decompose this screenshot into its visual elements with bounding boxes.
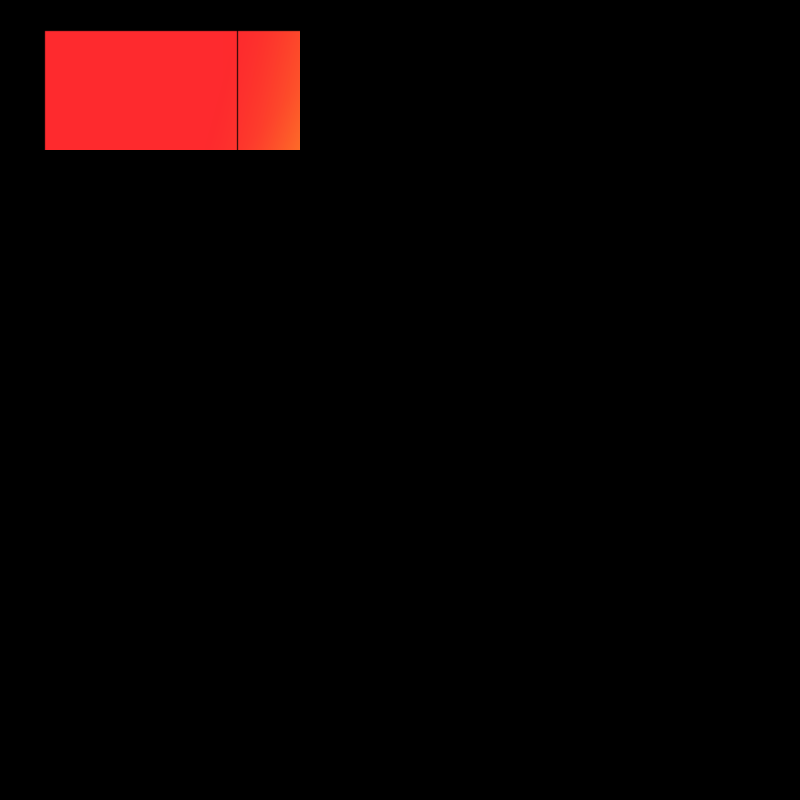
bottleneck-heatmap (0, 0, 300, 150)
